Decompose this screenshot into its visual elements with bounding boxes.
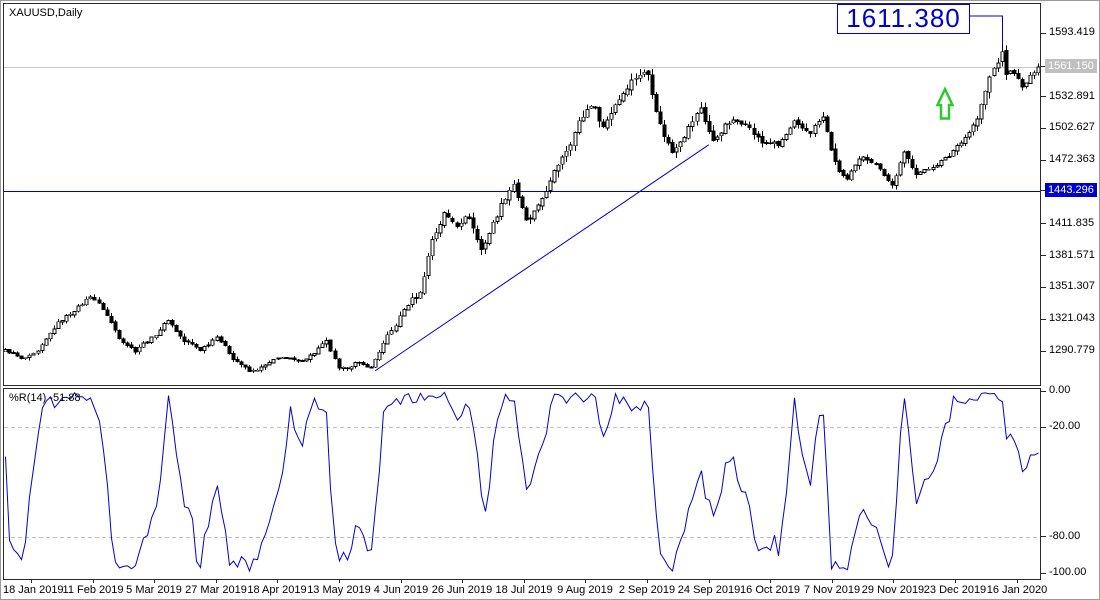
price-tick-label: 1472.363 <box>1049 153 1095 166</box>
axis-tick-mark <box>1041 190 1046 192</box>
price-callout[interactable]: 1611.380 <box>837 4 970 34</box>
symbol-timeframe-label: XAUUSD,Daily <box>9 7 83 19</box>
axis-tick-mark <box>1041 66 1046 68</box>
axis-tick-mark <box>31 579 32 583</box>
indicator-label: %R(14) -51.88 <box>9 392 81 404</box>
axis-tick-mark <box>1041 96 1046 98</box>
indicator-tick-label: 0.00 <box>1049 384 1071 396</box>
axis-tick-mark <box>770 579 771 583</box>
axis-tick-mark <box>1041 255 1046 257</box>
date-tick-label: 18 Jul 2019 <box>495 584 553 596</box>
callout-connector-line <box>969 15 1003 45</box>
axis-tick-mark <box>462 579 463 583</box>
candlestick-series <box>4 44 1040 374</box>
axis-tick-mark <box>277 579 278 583</box>
date-tick-label: 5 Mar 2019 <box>126 584 182 596</box>
date-tick-label: 7 Nov 2019 <box>803 584 861 596</box>
axis-tick-mark <box>1041 127 1046 129</box>
date-tick-label: 27 Mar 2019 <box>185 584 247 596</box>
date-tick-label: 11 Feb 2019 <box>62 584 124 596</box>
main-chart-layer <box>4 44 1040 374</box>
current-price-badge: 1561.150 <box>1045 58 1097 73</box>
axis-tick-mark <box>1041 159 1046 161</box>
date-tick-label: 18 Apr 2019 <box>247 584 307 596</box>
up-arrow-icon[interactable] <box>935 86 955 120</box>
date-tick-label: 26 Jun 2019 <box>431 584 493 596</box>
axis-tick-mark <box>1041 32 1046 34</box>
date-axis[interactable]: 18 Jan 2019 11 Feb 2019 5 Mar 2019 27 Mar 2… <box>1 579 1047 599</box>
price-axis[interactable]: 1593.419 1561.150 1532.891 1502.627 1472.363… <box>1041 1 1099 599</box>
price-tick-label: 1381.571 <box>1049 248 1095 261</box>
date-tick-label: 16 Jan 2020 <box>986 584 1048 596</box>
support-price-badge: 1443.296 <box>1045 182 1097 197</box>
axis-tick-mark <box>1041 318 1046 320</box>
axis-tick-mark <box>955 579 956 583</box>
price-tick-label: 1321.043 <box>1049 312 1095 325</box>
date-tick-label: 23 Dec 2019 <box>923 584 987 596</box>
axis-tick-mark <box>1041 390 1046 392</box>
price-tick-label: 1502.627 <box>1049 121 1095 134</box>
trendline[interactable] <box>374 144 710 372</box>
date-tick-label: 29 Nov 2019 <box>861 584 925 596</box>
indicator-layer <box>4 391 1040 573</box>
indicator-tick-label: -20.00 <box>1049 420 1081 433</box>
axis-tick-mark <box>1041 572 1046 574</box>
axis-tick-mark <box>1041 350 1046 352</box>
indicator-value: -51.88 <box>49 392 81 404</box>
date-tick-label: 4 Jun 2019 <box>373 584 429 596</box>
axis-tick-mark <box>585 579 586 583</box>
date-tick-label: 16 Oct 2019 <box>740 584 800 596</box>
axis-tick-mark <box>1041 426 1046 428</box>
indicator-tick-label: -100.00 <box>1049 566 1087 578</box>
axis-tick-mark <box>1017 579 1018 583</box>
axis-tick-mark <box>1041 286 1046 288</box>
date-tick-label: 18 Jan 2019 <box>3 584 64 596</box>
axis-tick-mark <box>154 579 155 583</box>
axis-tick-mark <box>339 579 340 583</box>
axis-tick-mark <box>1041 223 1046 225</box>
axis-tick-mark <box>647 579 648 583</box>
axis-tick-mark <box>893 579 894 583</box>
indicator-name: %R(14) <box>9 392 47 404</box>
axis-tick-mark <box>93 579 94 583</box>
price-tick-label: 1290.779 <box>1049 344 1095 356</box>
main-chart-panel[interactable] <box>3 3 1041 386</box>
date-tick-label: 13 May 2019 <box>307 584 371 596</box>
price-tick-label: 1593.419 <box>1049 26 1095 38</box>
price-tick-label: 1532.891 <box>1049 89 1095 102</box>
price-tick-label: 1411.835 <box>1049 216 1095 229</box>
axis-tick-mark <box>709 579 710 583</box>
williams-r-line <box>5 391 1039 573</box>
axis-tick-mark <box>401 579 402 583</box>
indicator-panel[interactable] <box>3 388 1041 580</box>
axis-tick-mark <box>1041 536 1046 538</box>
axis-tick-mark <box>216 579 217 583</box>
indicator-tick-label: -80.00 <box>1049 529 1081 542</box>
axis-tick-mark <box>524 579 525 583</box>
date-tick-label: 2 Sep 2019 <box>618 584 676 596</box>
axis-tick-mark <box>832 579 833 583</box>
price-tick-label: 1351.307 <box>1049 280 1095 293</box>
date-tick-label: 9 Aug 2019 <box>557 584 613 596</box>
date-tick-label: 24 Sep 2019 <box>677 584 741 596</box>
